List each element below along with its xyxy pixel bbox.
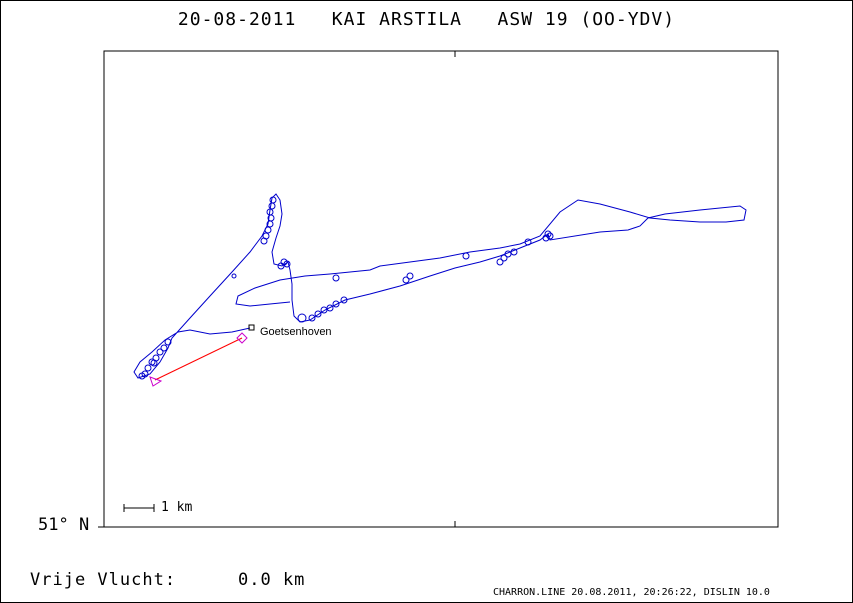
- scale-bar-label: 1 km: [161, 500, 193, 515]
- footer-info: CHARRON.LINE 20.08.2011, 20:26:22, DISLI…: [493, 587, 770, 598]
- scale-bar: [123, 504, 155, 512]
- flight-title: 20-08-2011 KAI ARSTILA ASW 19 (OO-YDV): [177, 9, 676, 30]
- flight-track: [133, 193, 747, 379]
- free-flight-value: 0.0 km: [238, 570, 306, 590]
- finish-marker-icon: [149, 376, 163, 387]
- free-flight-label: Vrije Vlucht:: [30, 570, 177, 590]
- map-border: [103, 50, 779, 528]
- latitude-label: 51° N: [38, 515, 90, 535]
- waypoint-icon: [248, 324, 255, 331]
- start-marker-icon: [236, 332, 248, 344]
- thermal-markers: [138, 196, 554, 380]
- task-line: [154, 337, 243, 381]
- waypoint-label: Goetsenhoven: [260, 326, 332, 338]
- axis-ticks: [98, 50, 778, 528]
